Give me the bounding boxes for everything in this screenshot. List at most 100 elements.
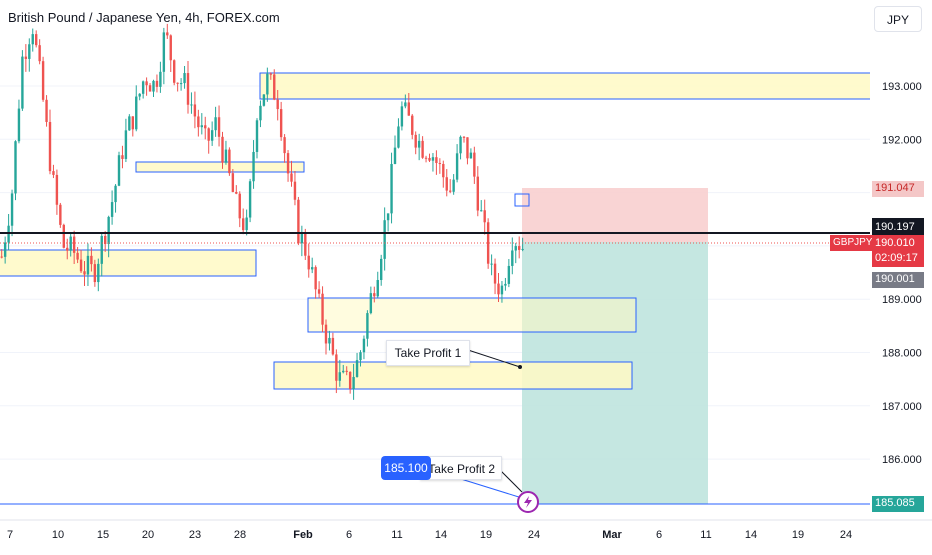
candle-body: [17, 108, 21, 142]
tp2-text: Take Profit 2: [428, 462, 495, 476]
price-axis: 193.000 192.000 189.000 188.000 187.000 186.0…: [882, 81, 922, 466]
take-profit-2-label[interactable]: Take Profit 2: [420, 456, 502, 480]
candle-body: [183, 73, 186, 84]
support-zone-low[interactable]: [273, 361, 633, 390]
candle-body: [228, 149, 231, 174]
time-axis-label: 15: [97, 529, 109, 541]
candle-body: [476, 176, 479, 211]
current-price-tag[interactable]: 190.010 02:09:17: [872, 235, 924, 267]
take-profit-1-label[interactable]: Take Profit 1: [386, 340, 470, 366]
candle-body: [52, 171, 55, 175]
candle-body: [38, 45, 41, 62]
candle-body: [286, 153, 290, 174]
price-axis-label: 186.000: [882, 454, 922, 466]
resistance-zone-top[interactable]: [259, 72, 932, 100]
tp2-price-tag[interactable]: 185.085: [872, 496, 924, 512]
candle-body: [235, 191, 238, 194]
candle-body: [369, 293, 373, 314]
candle-body: [483, 210, 486, 223]
candle-body: [386, 213, 390, 221]
lightning-icon[interactable]: [517, 491, 539, 513]
candle-body: [148, 85, 152, 92]
candle-body: [197, 116, 200, 128]
tp1-callout-line: [467, 349, 521, 368]
stop-price-tag[interactable]: 191.047: [872, 181, 924, 197]
candle-body: [335, 354, 338, 381]
price-axis-label: 188.000: [882, 348, 922, 360]
candle-body: [331, 337, 335, 355]
candle-body: [0, 256, 3, 258]
candle-body: [186, 73, 190, 105]
hline-price-tag[interactable]: 190.197: [872, 218, 924, 236]
candle-body: [466, 137, 469, 159]
candle-body: [421, 140, 424, 158]
time-axis-label: 6: [656, 529, 662, 541]
candle-body: [90, 255, 93, 265]
price-axis-label: 192.000: [882, 134, 922, 146]
resistance-zone-small[interactable]: [135, 161, 305, 173]
candle-body: [428, 157, 431, 161]
time-axis-label: Mar: [602, 529, 622, 541]
candle-body: [480, 210, 483, 212]
candle-body: [45, 99, 48, 122]
candle-body: [193, 104, 197, 117]
candle-body: [104, 235, 107, 245]
candle-body: [200, 125, 203, 128]
candle-body: [217, 117, 221, 137]
candle-body: [290, 173, 293, 182]
tp2-callout-line-2: [499, 469, 523, 493]
candle-body: [210, 130, 214, 141]
candle-body: [438, 162, 442, 164]
candle-body: [414, 134, 417, 148]
candle-body: [469, 152, 473, 159]
candle-body: [238, 193, 241, 219]
candle-body: [10, 193, 14, 226]
candle-body: [41, 61, 45, 100]
time-axis-label: 11: [391, 529, 402, 541]
candle-body: [376, 280, 379, 297]
price-axis-label: 193.000: [882, 81, 922, 93]
support-zone-left[interactable]: [0, 249, 257, 277]
candle-body: [507, 265, 511, 284]
price-axis-label: 189.000: [882, 294, 922, 306]
candle-body: [214, 117, 217, 131]
candle-body: [293, 181, 297, 200]
candle-body: [459, 136, 462, 154]
candle-body: [248, 181, 252, 218]
symbol-tag[interactable]: GBPJPY: [830, 235, 872, 251]
candle-body: [452, 179, 455, 192]
candle-body: [204, 125, 207, 129]
time-axis-label: 19: [792, 529, 804, 541]
symbol-title[interactable]: British Pound / Japanese Yen, 4h, FOREX.…: [8, 10, 280, 25]
candle-body: [328, 337, 331, 344]
candle-body: [276, 99, 279, 110]
tp1-text: Take Profit 1: [394, 346, 462, 360]
candle-body: [110, 202, 114, 217]
candle-body: [390, 163, 393, 214]
candle-body: [311, 267, 314, 270]
entry-marker-box[interactable]: [514, 193, 530, 207]
candlesticks: [0, 23, 524, 400]
candle-body: [404, 102, 407, 107]
candle-body: [224, 149, 228, 163]
candle-body: [493, 263, 497, 284]
tp2-price-badge[interactable]: 185.100: [381, 456, 431, 480]
candle-body: [135, 96, 138, 130]
candle-body: [262, 94, 266, 106]
time-axis-label: 23: [189, 529, 201, 541]
candle-body: [14, 141, 17, 194]
candle-body: [3, 242, 7, 257]
candle-body: [500, 285, 504, 295]
candle-body: [307, 255, 310, 270]
currency-button[interactable]: JPY: [874, 6, 922, 32]
candle-body: [169, 35, 172, 61]
entry-price-tag[interactable]: 190.001: [872, 272, 924, 288]
candle-body: [83, 271, 86, 275]
candle-body: [131, 116, 134, 130]
candle-body: [35, 34, 38, 46]
candle-body: [24, 56, 28, 59]
support-zone-mid[interactable]: [307, 297, 637, 333]
candle-body: [393, 147, 397, 164]
